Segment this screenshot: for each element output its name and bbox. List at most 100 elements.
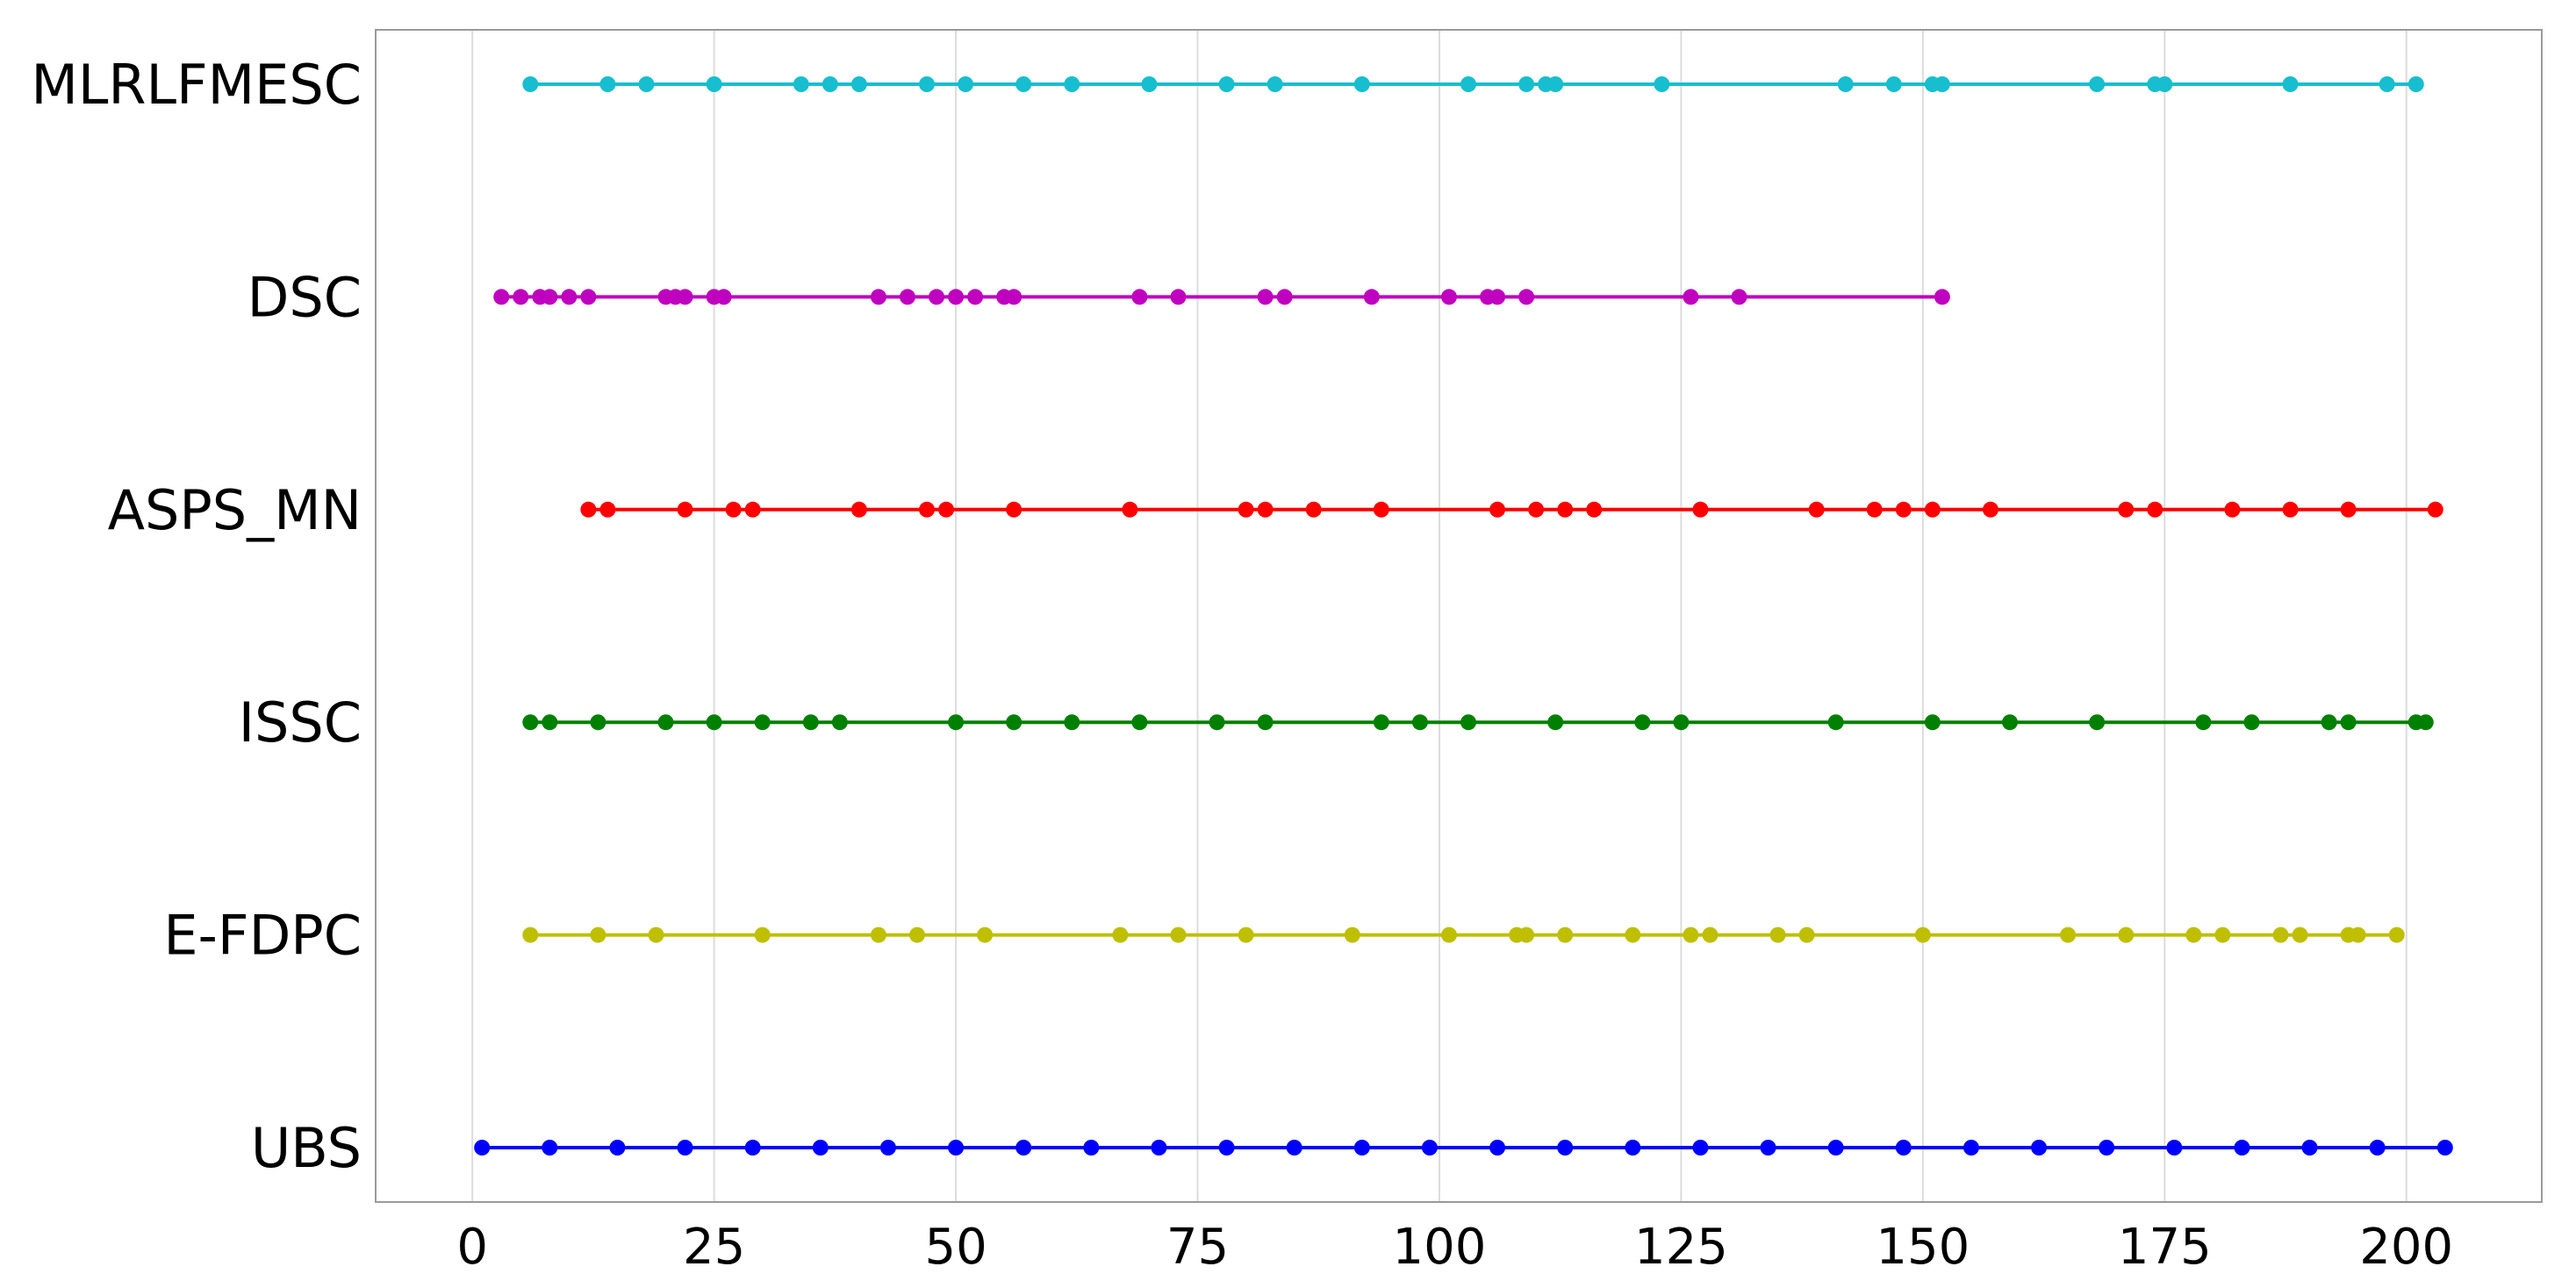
data-point-issc (2340, 714, 2357, 731)
data-point-dsc (1440, 289, 1457, 305)
data-point-asps-mn (2427, 501, 2443, 518)
data-point-mlrlfmesc (1547, 76, 1564, 92)
data-point-issc (948, 714, 965, 731)
data-point-ubs (2234, 1140, 2250, 1156)
data-point-asps-mn (1006, 501, 1023, 518)
data-point-e-fdpc (977, 927, 994, 943)
data-point-mlrlfmesc (958, 76, 974, 92)
data-point-e-fdpc (1440, 927, 1457, 943)
y-tick-label-ubs: UBS (251, 1116, 362, 1180)
data-point-issc (2417, 714, 2434, 731)
data-point-e-fdpc (2118, 927, 2135, 943)
y-tick-label-asps-mn: ASPS_MN (108, 478, 362, 542)
data-point-ubs (2099, 1140, 2115, 1156)
data-point-mlrlfmesc (793, 76, 809, 92)
series-group (474, 76, 2453, 1156)
data-point-mlrlfmesc (1266, 76, 1283, 92)
data-point-asps-mn (1982, 501, 1998, 518)
data-point-e-fdpc (1557, 927, 1574, 943)
data-point-ubs (812, 1140, 829, 1156)
data-point-mlrlfmesc (2282, 76, 2299, 92)
data-point-issc (1006, 714, 1023, 731)
data-point-dsc (493, 289, 510, 305)
data-point-ubs (2301, 1140, 2318, 1156)
data-point-asps-mn (1122, 501, 1138, 518)
data-point-dsc (967, 289, 984, 305)
data-point-asps-mn (2118, 501, 2135, 518)
data-point-dsc (1934, 289, 1950, 305)
data-point-issc (754, 714, 771, 731)
data-point-e-fdpc (522, 927, 539, 943)
x-axis: 0 25 50 75 100 125 150 175 200 (456, 1219, 2453, 1276)
data-point-mlrlfmesc (850, 76, 867, 92)
data-point-e-fdpc (648, 927, 664, 943)
data-point-ubs (1760, 1140, 1776, 1156)
data-point-dsc (677, 289, 693, 305)
data-point-ubs (1286, 1140, 1302, 1156)
data-point-issc (706, 714, 722, 731)
data-point-e-fdpc (1344, 927, 1360, 943)
data-point-asps-mn (1373, 501, 1389, 518)
data-point-dsc (1731, 289, 1747, 305)
data-point-ubs (1489, 1140, 1506, 1156)
data-point-asps-mn (850, 501, 867, 518)
data-point-dsc (1006, 289, 1023, 305)
data-point-e-fdpc (2060, 927, 2077, 943)
data-point-mlrlfmesc (1885, 76, 1902, 92)
data-point-asps-mn (1808, 501, 1825, 518)
data-point-mlrlfmesc (1353, 76, 1370, 92)
data-point-ubs (1353, 1140, 1370, 1156)
data-point-ubs (948, 1140, 965, 1156)
data-point-mlrlfmesc (1141, 76, 1158, 92)
data-point-issc (542, 714, 558, 731)
data-point-dsc (1276, 289, 1293, 305)
data-point-ubs (1083, 1140, 1100, 1156)
data-point-mlrlfmesc (2089, 76, 2106, 92)
y-tick-label-issc: ISSC (239, 691, 362, 755)
x-tick-label: 50 (924, 1219, 987, 1276)
data-point-issc (1373, 714, 1389, 731)
data-point-dsc (1170, 289, 1187, 305)
data-point-dsc (870, 289, 886, 305)
data-point-ubs (1625, 1140, 1641, 1156)
series-dsc (493, 289, 1950, 305)
data-point-asps-mn (2282, 501, 2299, 518)
data-point-issc (1131, 714, 1148, 731)
data-point-asps-mn (1895, 501, 1912, 518)
data-point-issc (522, 714, 539, 731)
x-tick-label: 150 (1876, 1219, 1970, 1276)
data-point-issc (590, 714, 606, 731)
data-point-issc (657, 714, 674, 731)
data-point-e-fdpc (1625, 927, 1641, 943)
data-point-mlrlfmesc (599, 76, 616, 92)
x-tick-label: 75 (1166, 1219, 1229, 1276)
data-point-ubs (609, 1140, 626, 1156)
plot-area-frame (375, 29, 2543, 1203)
data-point-issc (802, 714, 819, 731)
data-point-ubs (1151, 1140, 1167, 1156)
data-point-asps-mn (1257, 501, 1274, 518)
data-point-e-fdpc (1238, 927, 1254, 943)
series-e-fdpc (522, 927, 2405, 943)
data-point-issc (1827, 714, 1844, 731)
data-point-e-fdpc (2350, 927, 2366, 943)
data-point-e-fdpc (1798, 927, 1815, 943)
data-point-e-fdpc (2272, 927, 2289, 943)
data-point-dsc (580, 289, 597, 305)
y-tick-label-mlrlfmesc: MLRLFMESC (31, 53, 362, 117)
data-point-asps-mn (2147, 501, 2163, 518)
data-point-dsc (1363, 289, 1380, 305)
data-point-mlrlfmesc (2156, 76, 2173, 92)
data-point-ubs (474, 1140, 491, 1156)
data-point-ubs (879, 1140, 896, 1156)
x-tick-label: 175 (2118, 1219, 2212, 1276)
data-point-mlrlfmesc (706, 76, 722, 92)
data-point-mlrlfmesc (1460, 76, 1477, 92)
data-point-ubs (1218, 1140, 1235, 1156)
data-point-mlrlfmesc (2407, 76, 2424, 92)
data-point-dsc (1518, 289, 1535, 305)
vertical-grid (471, 30, 2407, 1202)
data-point-issc (2089, 714, 2106, 731)
data-point-asps-mn (1866, 501, 1883, 518)
